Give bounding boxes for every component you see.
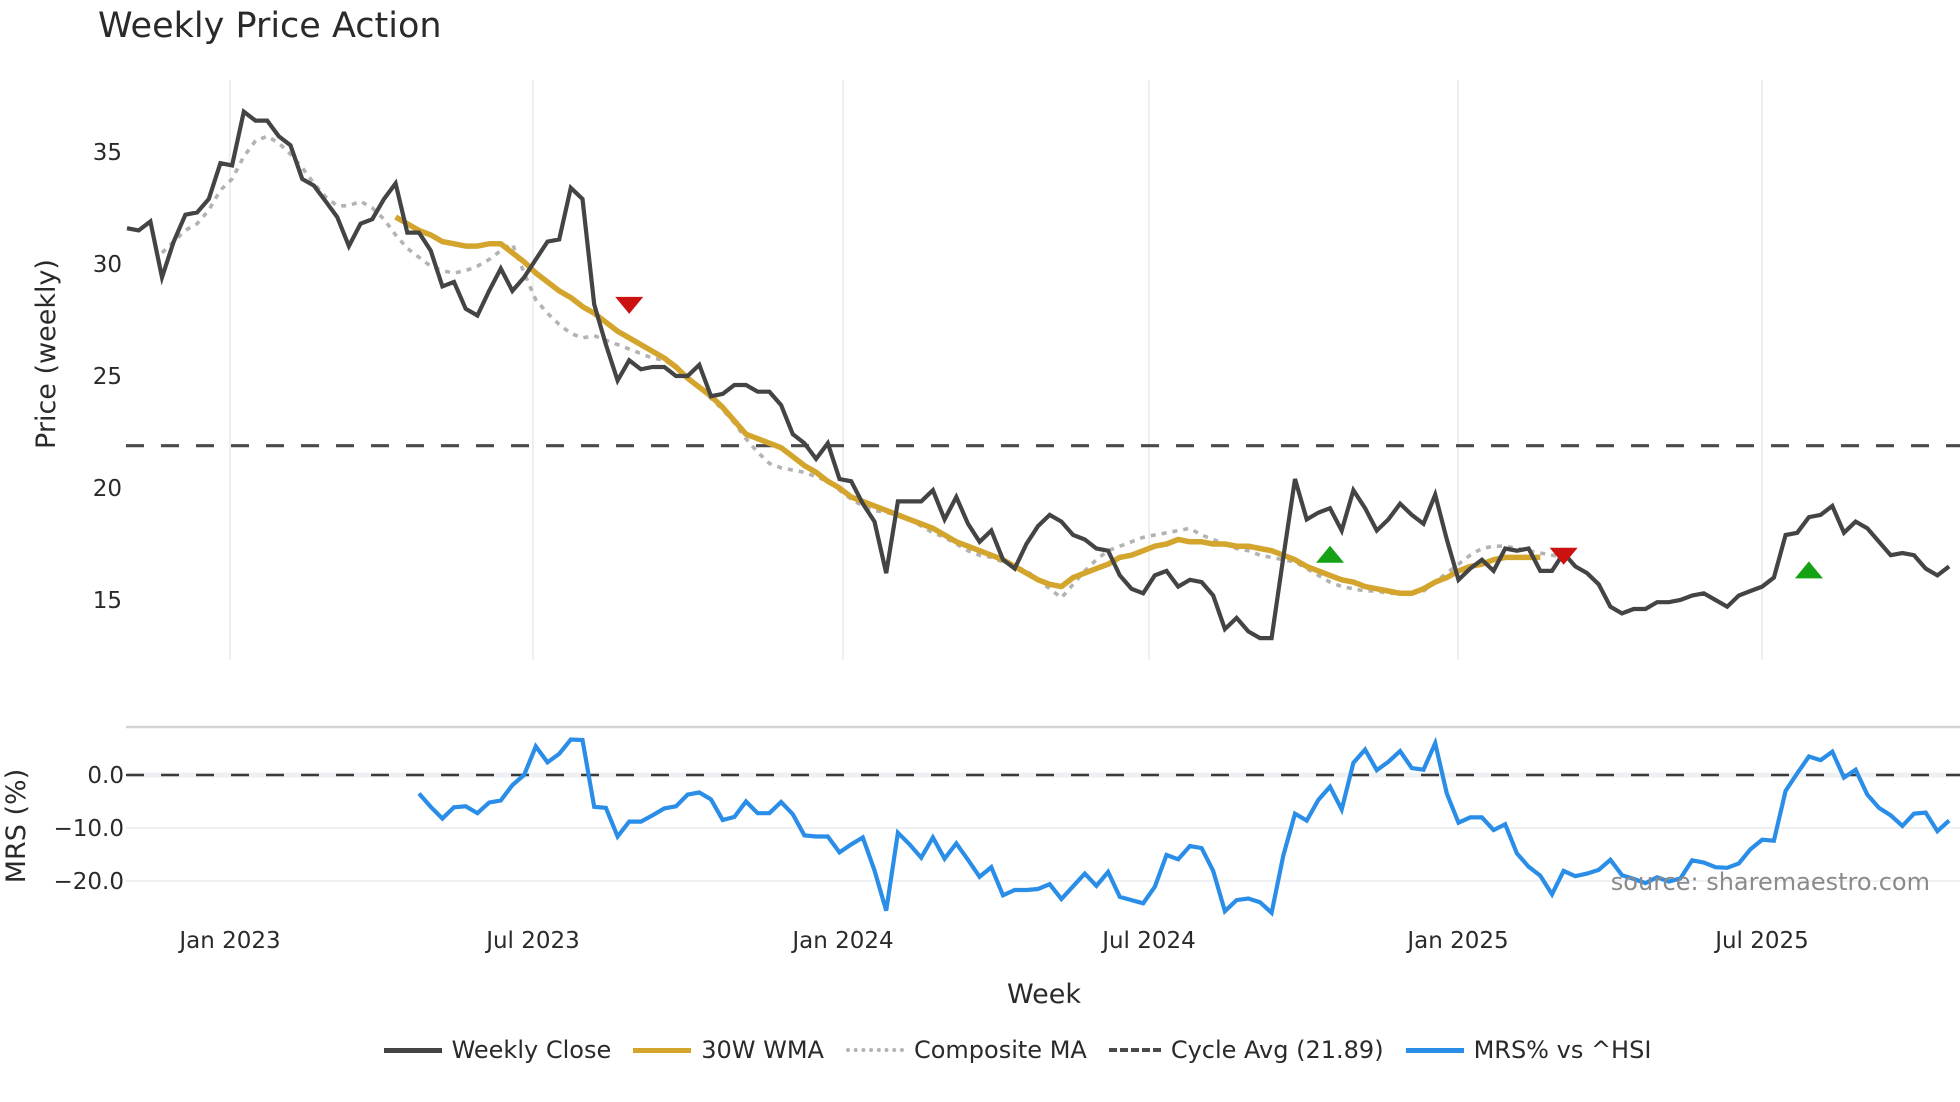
mrs-y-tick-label: −20.0 bbox=[54, 869, 124, 895]
price-y-tick-label: 35 bbox=[93, 140, 122, 166]
sell-signal-triangle-down-icon bbox=[615, 296, 644, 314]
x-tick-label: Jul 2024 bbox=[1100, 928, 1196, 954]
signal-markers bbox=[615, 296, 1823, 579]
price-y-tick-label: 25 bbox=[93, 364, 122, 390]
price-gridlines bbox=[126, 80, 1960, 660]
mrs-y-ticks: 0.0 −10.0 −20.0 bbox=[54, 763, 124, 895]
weekly-close-line bbox=[126, 108, 1951, 641]
mrs-gridlines bbox=[126, 725, 1960, 882]
legend-item[interactable]: 30W WMA bbox=[633, 1036, 824, 1064]
buy-signal-triangle-up-icon bbox=[1316, 545, 1345, 563]
mrs-line bbox=[417, 736, 1951, 917]
legend-line-swatch-icon bbox=[1405, 1047, 1464, 1053]
wma30-line bbox=[394, 214, 1541, 597]
legend-label: Composite MA bbox=[913, 1036, 1087, 1064]
x-axis-ticks: Jan 2023 Jul 2023 Jan 2024 Jul 2024 Jan 2025… bbox=[177, 928, 1808, 954]
composite-ma-line bbox=[160, 134, 1564, 601]
price-y-tick-label: 30 bbox=[93, 252, 122, 278]
x-tick-label: Jan 2023 bbox=[177, 928, 280, 954]
price-y-tick-label: 20 bbox=[93, 476, 122, 502]
x-tick-label: Jan 2024 bbox=[790, 928, 893, 954]
legend-line-swatch-icon bbox=[1108, 1048, 1161, 1052]
x-tick-label: Jul 2023 bbox=[484, 928, 580, 954]
legend-item[interactable]: Cycle Avg (21.89) bbox=[1108, 1036, 1384, 1064]
price-y-ticks: 15 20 25 30 35 bbox=[93, 140, 122, 614]
source-watermark: source: sharemaestro.com bbox=[1611, 868, 1930, 896]
legend-label: MRS% vs ^HSI bbox=[1473, 1036, 1652, 1064]
price-y-axis-title: Price (weekly) bbox=[31, 259, 62, 449]
chart-title: Weekly Price Action bbox=[98, 6, 442, 46]
legend-item[interactable]: Weekly Close bbox=[383, 1036, 612, 1064]
buy-signal-triangle-up-icon bbox=[1794, 561, 1823, 579]
x-axis-title: Week bbox=[1007, 979, 1081, 1010]
legend-line-swatch-icon bbox=[633, 1047, 692, 1053]
legend-item[interactable]: Composite MA bbox=[845, 1036, 1087, 1064]
legend: Weekly Close 30W WMA Composite MA Cycle Avg… bbox=[0, 1036, 1960, 1064]
legend-line-swatch-icon bbox=[383, 1047, 442, 1053]
mrs-y-axis-title: MRS (%) bbox=[1, 769, 32, 884]
mrs-y-tick-label: 0.0 bbox=[87, 763, 124, 789]
legend-label: 30W WMA bbox=[701, 1036, 824, 1064]
legend-line-swatch-icon bbox=[845, 1048, 904, 1052]
legend-label: Weekly Close bbox=[451, 1036, 612, 1064]
legend-label: Cycle Avg (21.89) bbox=[1170, 1036, 1384, 1064]
mrs-y-tick-label: −10.0 bbox=[54, 816, 124, 842]
legend-item[interactable]: MRS% vs ^HSI bbox=[1405, 1036, 1652, 1064]
price-y-tick-label: 15 bbox=[93, 588, 122, 614]
x-tick-label: Jan 2025 bbox=[1405, 928, 1508, 954]
sell-signal-triangle-down-icon bbox=[1549, 547, 1578, 565]
x-tick-label: Jul 2025 bbox=[1713, 928, 1809, 954]
